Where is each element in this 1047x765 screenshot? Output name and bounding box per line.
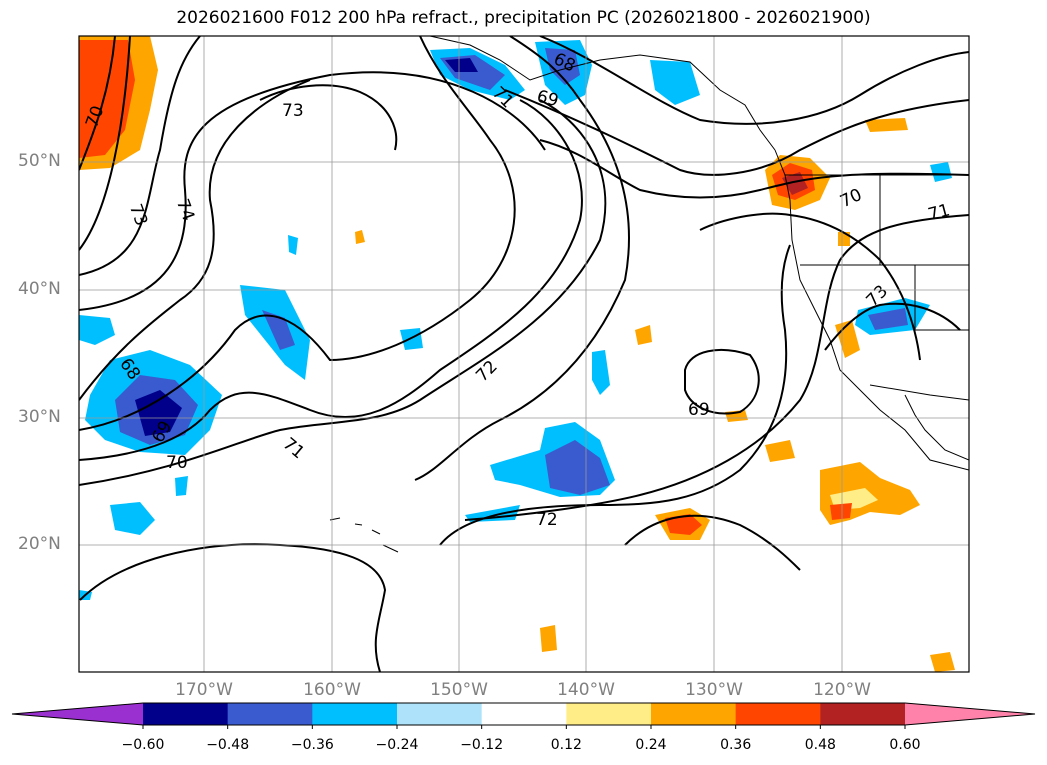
- lon-label: 120°W: [813, 680, 871, 700]
- precip-positive-pnw-east: [865, 118, 908, 132]
- colorbar-tick-label: 0.48: [804, 737, 836, 753]
- colorbar-tick-label: 0.36: [720, 737, 752, 753]
- contour-label: 72: [536, 510, 558, 530]
- precip-negative-central-4: [592, 350, 610, 395]
- precip-positive-baja-core: [830, 503, 852, 520]
- precip-negative-alaska-east: [650, 60, 700, 105]
- contour-line: [539, 139, 969, 199]
- coastline-north-america-west: [774, 149, 969, 471]
- map-title: 2026021600 F012 200 hPa refract., precip…: [176, 8, 871, 28]
- coastline-alaska: [429, 36, 776, 151]
- plot-frame: [78, 35, 970, 673]
- coastline-baja: [904, 394, 969, 461]
- contour-line: [79, 99, 583, 461]
- lon-label: 150°W: [430, 680, 488, 700]
- contour-label: 69: [688, 400, 710, 420]
- contour-line: [79, 36, 116, 171]
- precip-positive-mexico: [765, 440, 795, 462]
- lat-label: 40°N: [18, 279, 61, 299]
- contour-line: [504, 89, 969, 176]
- precip-negative-hawaii-northwest-core: [135, 390, 182, 436]
- lat-label: 30°N: [18, 407, 61, 427]
- precip-negative-small-1: [110, 502, 155, 535]
- contour-line: [624, 514, 801, 571]
- lon-label: 140°W: [557, 680, 615, 700]
- lon-label: 160°W: [303, 680, 361, 700]
- contour-line: [684, 349, 760, 415]
- contour-line: [79, 99, 607, 486]
- border-us-mexico: [869, 384, 969, 401]
- plot-background: [79, 36, 969, 672]
- precip-negative-gulf-alaska-core: [445, 58, 478, 72]
- lon-label: 130°W: [685, 680, 743, 700]
- colorbar-tick-label: −0.24: [375, 737, 419, 753]
- contour-line: [79, 36, 131, 251]
- precip-negative-small-2-core: [262, 310, 295, 350]
- contour-line: [79, 79, 311, 401]
- contour-line: [79, 71, 546, 311]
- precip-positive-east-pacific-core: [665, 514, 702, 535]
- precip-negative-west-edge: [79, 315, 115, 345]
- contour-line: [79, 36, 201, 276]
- contour-line: [259, 84, 398, 151]
- contour-line: [699, 212, 921, 361]
- lon-label: 170°W: [175, 680, 233, 700]
- precip-positive-pnw-inner: [782, 172, 808, 195]
- contour-line: [79, 36, 516, 431]
- precip-negative-california-mid: [868, 308, 908, 330]
- colorbar-tick-label: −0.12: [460, 737, 504, 753]
- refractivity-contours: [79, 36, 969, 672]
- contour-label: 70: [166, 453, 188, 473]
- precip-negative-alaska-coast-mid: [545, 48, 580, 85]
- colorbar-tick-label: −0.48: [206, 737, 250, 753]
- colorbar-tick-label: −0.36: [290, 737, 334, 753]
- precip-negative-canada: [930, 162, 952, 182]
- precip-positive-small-2: [635, 325, 652, 345]
- precip-negative-small-4: [175, 476, 188, 496]
- contour-line: [824, 302, 961, 351]
- contour-label: 73: [282, 101, 304, 121]
- lat-label: 20°N: [18, 534, 61, 554]
- precip-negative-central-mid: [545, 440, 610, 495]
- lat-label: 50°N: [18, 151, 61, 171]
- precip-negative-central-2: [465, 505, 520, 522]
- gridlines: [79, 36, 969, 672]
- precip-positive-small-1: [355, 230, 365, 244]
- precip-negative-small-3: [288, 235, 298, 255]
- contour-line: [539, 36, 969, 125]
- contour-line: [439, 244, 791, 546]
- precip-positive-small-3: [540, 625, 557, 652]
- precip-positive-small-5: [930, 652, 955, 672]
- colorbar-tick-label: 0.12: [550, 737, 582, 753]
- precip-positive-small-6: [838, 232, 850, 246]
- colorbar-tick-label: 0.24: [635, 737, 667, 753]
- contour-line: [414, 36, 630, 481]
- contour-line: [464, 214, 969, 521]
- contour-line: [79, 543, 387, 672]
- colorbar-tick-label: 0.60: [889, 737, 921, 753]
- colorbar-tick-label: −0.60: [121, 737, 165, 753]
- hawaii-islands: [329, 517, 399, 553]
